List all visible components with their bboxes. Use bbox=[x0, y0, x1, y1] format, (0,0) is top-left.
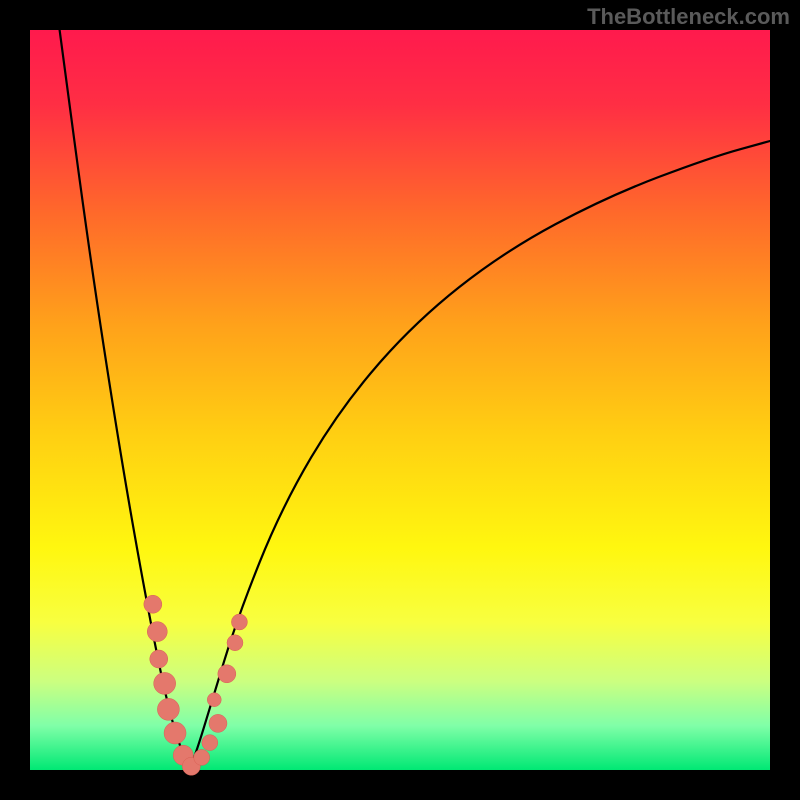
data-marker bbox=[144, 595, 162, 613]
data-marker bbox=[164, 722, 186, 744]
data-marker bbox=[209, 714, 227, 732]
data-marker bbox=[227, 635, 243, 651]
data-marker bbox=[218, 665, 236, 683]
data-marker bbox=[157, 698, 179, 720]
chart-container: { "canvas": { "width": 800, "height": 80… bbox=[0, 0, 800, 800]
data-marker bbox=[207, 693, 221, 707]
data-marker bbox=[231, 614, 247, 630]
bottleneck-chart bbox=[0, 0, 800, 800]
data-marker bbox=[202, 735, 218, 751]
data-marker bbox=[150, 650, 168, 668]
data-marker bbox=[154, 672, 176, 694]
plot-background bbox=[30, 30, 770, 770]
data-marker bbox=[147, 622, 167, 642]
data-marker bbox=[194, 749, 210, 765]
watermark-text: TheBottleneck.com bbox=[587, 4, 790, 30]
